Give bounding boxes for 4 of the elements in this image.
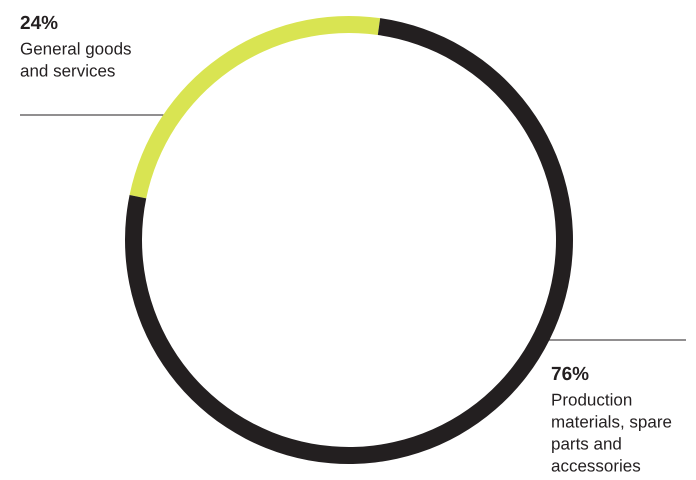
data-label: 76% — [551, 364, 590, 385]
slice-label: Production materials, spare parts and accessories — [551, 390, 677, 476]
data-label: 24% — [20, 13, 58, 34]
slice-label: General goods and services — [20, 40, 136, 80]
